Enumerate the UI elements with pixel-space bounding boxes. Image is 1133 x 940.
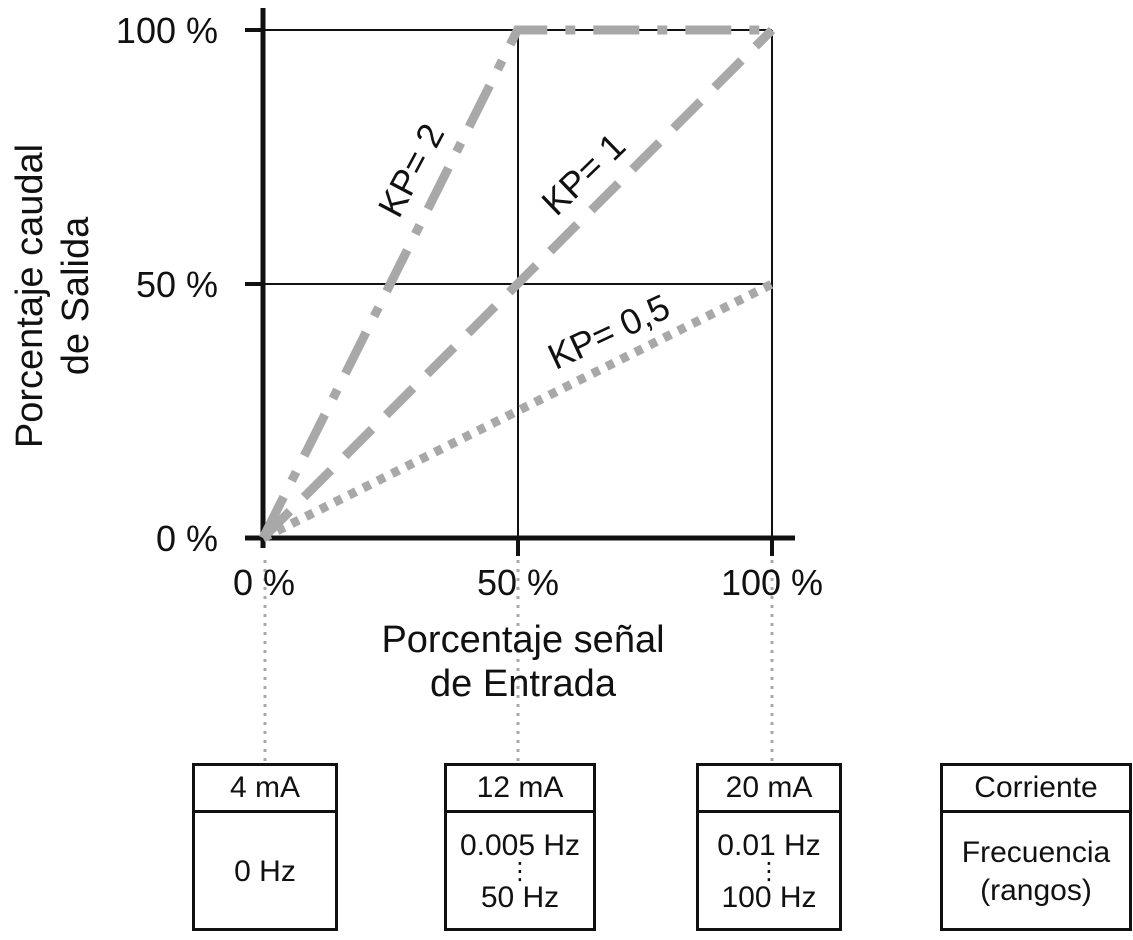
box-4ma-freq-line: 0 Hz — [234, 855, 296, 888]
box-12ma: 12 mA 0.005 Hz ⋮ 50 Hz — [444, 763, 596, 931]
x-tick-label-50: 50 % — [477, 562, 559, 603]
series-label-kp2: KP= 2 — [370, 117, 453, 224]
box-4ma-frequency: 0 Hz — [195, 813, 335, 931]
y-axis-title-line1: Porcentaje caudal — [9, 144, 51, 448]
box-20ma-frequency: 0.01 Hz ⋮ 100 Hz — [699, 813, 839, 931]
series-line-1 — [259, 26, 776, 542]
box-20ma-freq-min: 0.01 Hz — [717, 829, 821, 863]
series-label-kp1: KP= 1 — [533, 125, 633, 223]
box-20ma-current: 20 mA — [699, 766, 839, 813]
y-tick-label-100: 100 % — [116, 10, 218, 51]
box-12ma-ellipsis: ⋮ — [508, 858, 532, 886]
x-axis-title-line2: de Entrada — [430, 663, 617, 705]
box-legend-frequency: Frecuencia (rangos) — [943, 813, 1129, 931]
box-4ma-current: 4 mA — [195, 766, 335, 813]
x-tick-label-0: 0 % — [233, 562, 295, 603]
box-20ma-freq-max: 100 Hz — [721, 880, 817, 914]
series-line-0 — [258, 25, 772, 541]
y-tick-label-50: 50 % — [136, 264, 218, 305]
box-legend: Corriente Frecuencia (rangos) — [940, 763, 1132, 931]
box-20ma-ellipsis: ⋮ — [757, 858, 781, 886]
box-legend-current: Corriente — [943, 766, 1129, 813]
x-axis-title-line1: Porcentaje señal — [381, 619, 664, 661]
x-tick-label-100: 100 % — [721, 562, 823, 603]
box-12ma-freq-max: 50 Hz — [480, 880, 560, 914]
y-tick-label-0: 0 % — [156, 518, 218, 559]
series-layer — [258, 25, 776, 543]
box-legend-freq-line1: Frecuencia — [961, 836, 1111, 869]
box-legend-freq-line2: (rangos) — [980, 874, 1092, 907]
box-20ma: 20 mA 0.01 Hz ⋮ 100 Hz — [696, 763, 842, 931]
box-4ma: 4 mA 0 Hz — [192, 763, 338, 931]
box-12ma-frequency: 0.005 Hz ⋮ 50 Hz — [447, 813, 593, 931]
box-12ma-current: 12 mA — [447, 766, 593, 813]
y-axis-title-line2: de Salida — [55, 216, 97, 375]
box-12ma-freq-min: 0.005 Hz — [459, 829, 581, 863]
